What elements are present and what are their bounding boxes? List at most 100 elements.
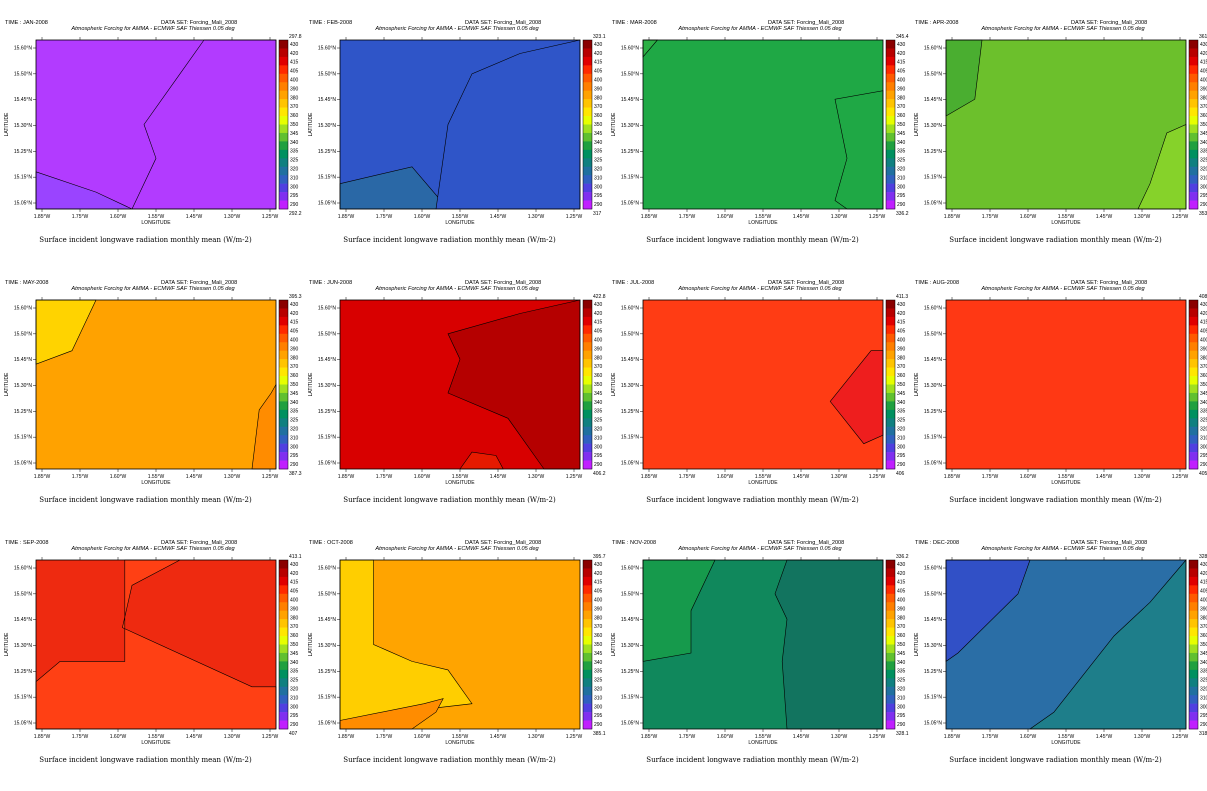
colorbar-level-label: 300 xyxy=(290,184,299,190)
panel-caption: Surface incident longwave radiation mont… xyxy=(39,496,252,504)
panel-title: TIME : NOV-2008 xyxy=(612,540,657,546)
colorbar-swatch xyxy=(279,200,288,210)
colorbar-swatch xyxy=(583,56,592,66)
colorbar-level-label: 430 xyxy=(897,302,906,308)
colorbar-level-label: 420 xyxy=(290,311,299,317)
colorbar-swatch xyxy=(1189,384,1198,394)
panel-title: TIME : FEB-2008 xyxy=(309,20,353,26)
colorbar-level-label: 335 xyxy=(1200,669,1207,675)
colorbar-level-label: 430 xyxy=(290,302,299,308)
colorbar-level-label: 415 xyxy=(897,580,906,586)
colorbar-level-label: 400 xyxy=(897,78,906,84)
colorbar-swatch xyxy=(886,99,895,108)
colorbar-level-label: 400 xyxy=(290,78,299,84)
colorbar-swatch xyxy=(1189,409,1198,419)
colorbar-level-label: 420 xyxy=(594,571,603,577)
colorbar-level-label: 310 xyxy=(1200,435,1207,441)
x-tick-label: 1.75°W xyxy=(72,734,89,740)
colorbar-swatch xyxy=(1189,141,1198,151)
panel-caption: Surface incident longwave radiation mont… xyxy=(343,496,556,504)
colorbar-level-label: 300 xyxy=(290,704,299,710)
colorbar-swatch xyxy=(583,418,592,428)
x-tick-label: 1.25°W xyxy=(1172,474,1189,480)
colorbar-swatch xyxy=(886,409,895,419)
colorbar-swatch xyxy=(1189,686,1198,696)
colorbar-swatch xyxy=(279,686,288,696)
colorbar-min-label: 292.2 xyxy=(289,211,302,217)
colorbar-swatch xyxy=(279,65,288,75)
colorbar-swatch xyxy=(279,619,288,628)
y-tick-label: 15.05°N xyxy=(14,201,33,207)
colorbar-swatch xyxy=(1189,720,1198,730)
colorbar-level-label: 300 xyxy=(290,444,299,450)
colorbar-min-label: 385.1 xyxy=(593,731,606,737)
colorbar-swatch xyxy=(886,325,895,335)
y-axis-label: LATITUDE xyxy=(308,112,314,136)
x-tick-label: 1.85°W xyxy=(641,214,658,220)
colorbar-level-label: 370 xyxy=(1200,104,1207,110)
panel-subtitle: Atmospheric Forcing for AMMA - ECMWF SAF… xyxy=(981,26,1145,32)
x-tick-label: 1.30°W xyxy=(528,214,545,220)
y-tick-label: 15.30°N xyxy=(318,123,337,129)
colorbar-swatch xyxy=(1189,644,1198,654)
y-tick-label: 15.50°N xyxy=(318,591,337,597)
colorbar-level-label: 290 xyxy=(1200,722,1207,728)
x-tick-label: 1.45°W xyxy=(490,214,507,220)
y-tick-label: 15.45°N xyxy=(924,357,943,363)
colorbar-swatch xyxy=(886,367,895,377)
colorbar-level-label: 320 xyxy=(1200,426,1207,432)
y-tick-label: 15.25°N xyxy=(621,669,640,675)
colorbar-swatch xyxy=(886,678,895,688)
colorbar-level-label: 325 xyxy=(1200,158,1207,164)
x-tick-label: 1.30°W xyxy=(1134,734,1151,740)
colorbar-swatch xyxy=(886,619,895,628)
colorbar-swatch xyxy=(886,316,895,326)
dataset-label: DATA SET: Forcing_Mali_2008 xyxy=(768,280,845,286)
y-axis-label: LATITUDE xyxy=(611,112,617,136)
y-tick-label: 15.15°N xyxy=(318,695,337,701)
colorbar-swatch xyxy=(279,325,288,335)
colorbar-min-label: 405.1 xyxy=(1199,471,1207,477)
colorbar-swatch xyxy=(279,585,288,595)
panel-title: TIME : APR-2008 xyxy=(915,20,959,26)
x-tick-label: 1.75°W xyxy=(982,474,999,480)
x-tick-label: 1.55°W xyxy=(148,474,165,480)
colorbar-swatch xyxy=(886,192,895,201)
colorbar-swatch xyxy=(583,300,592,309)
contour-region xyxy=(774,559,884,730)
colorbar-frame xyxy=(885,39,896,210)
x-tick-label: 1.60°W xyxy=(1020,474,1037,480)
y-axis-label: LATITUDE xyxy=(914,632,920,656)
colorbar-swatch xyxy=(1189,418,1198,428)
colorbar-frame xyxy=(1188,559,1199,730)
panel-title: TIME : MAY-2008 xyxy=(5,280,49,286)
colorbar-swatch xyxy=(1189,602,1198,611)
colorbar-swatch xyxy=(886,183,895,193)
y-tick-label: 15.05°N xyxy=(14,461,33,467)
y-tick-label: 15.30°N xyxy=(621,643,640,649)
colorbar-level-label: 300 xyxy=(897,184,906,190)
colorbar-level-label: 350 xyxy=(594,382,603,388)
contour-plot: 1.85°W 1.75°W 1.60°W 1.55°W 1.45°W 1.30°W 1.25… xyxy=(4,294,302,486)
contour-plot: 1.85°W 1.75°W 1.60°W 1.55°W 1.45°W 1.30°W 1.25… xyxy=(914,294,1207,486)
dataset-label: DATA SET: Forcing_Mali_2008 xyxy=(1071,280,1148,286)
panel-subtitle: Atmospheric Forcing for AMMA - ECMWF SAF… xyxy=(71,26,235,32)
colorbar-level-label: 325 xyxy=(897,158,906,164)
colorbar-level-label: 370 xyxy=(1200,364,1207,370)
colorbar-level-label: 345 xyxy=(1200,131,1207,137)
contour-base-region xyxy=(643,300,883,469)
y-tick-label: 15.30°N xyxy=(924,643,943,649)
colorbar-min-label: 318.8 xyxy=(1199,731,1207,737)
colorbar-swatch xyxy=(279,124,288,134)
colorbar-level-label: 370 xyxy=(290,364,299,370)
y-tick-label: 15.50°N xyxy=(621,331,640,337)
colorbar-min-label: 406 xyxy=(896,471,905,477)
colorbar-swatch xyxy=(886,141,895,151)
colorbar-swatch xyxy=(583,158,592,168)
colorbar-swatch xyxy=(886,652,895,662)
colorbar-max-label: 411.3 xyxy=(896,294,908,300)
colorbar-level-label: 350 xyxy=(594,122,603,128)
colorbar-swatch xyxy=(279,384,288,394)
contour-plot: 1.85°W 1.75°W 1.60°W 1.55°W 1.45°W 1.30°W 1.25… xyxy=(308,34,606,226)
colorbar-swatch xyxy=(583,40,592,49)
